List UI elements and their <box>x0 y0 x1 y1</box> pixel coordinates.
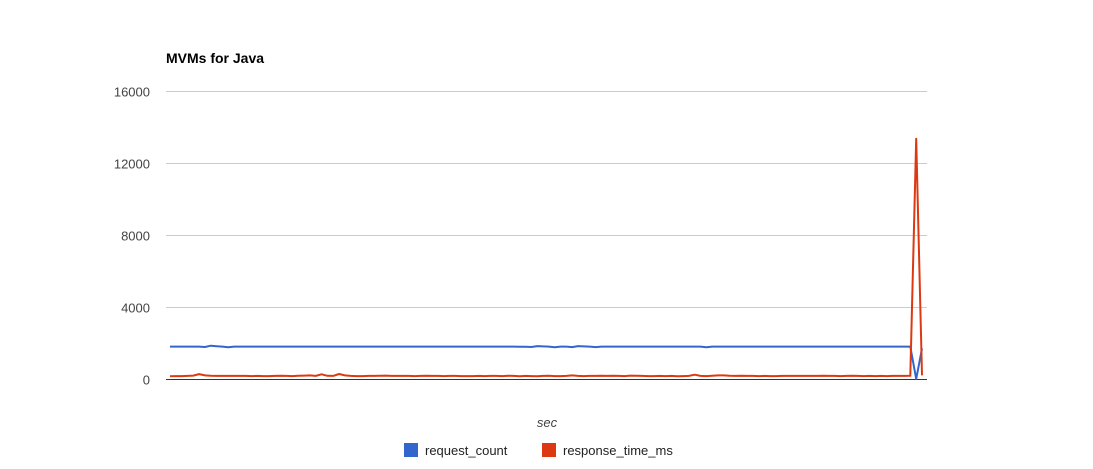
y-tick-label: 0 <box>143 373 150 388</box>
y-tick-label: 8000 <box>121 229 150 244</box>
legend: request_count response_time_ms <box>404 443 673 458</box>
legend-swatch-request-count <box>404 443 418 457</box>
series-lines <box>169 137 923 380</box>
series-line-response-time-ms <box>169 137 923 378</box>
legend-swatch-response-time-ms <box>542 443 556 457</box>
y-tick-label: 4000 <box>121 301 150 316</box>
legend-label-response-time-ms: response_time_ms <box>563 443 673 458</box>
y-axis-ticks: 0 4000 8000 12000 16000 <box>114 85 150 388</box>
y-tick-label: 12000 <box>114 157 150 172</box>
gridlines <box>166 91 927 308</box>
chart-title: MVMs for Java <box>166 50 264 66</box>
y-tick-label: 16000 <box>114 85 150 100</box>
legend-label-request-count: request_count <box>425 443 508 458</box>
x-axis-label: sec <box>537 415 558 430</box>
series-line-request-count <box>170 344 923 380</box>
